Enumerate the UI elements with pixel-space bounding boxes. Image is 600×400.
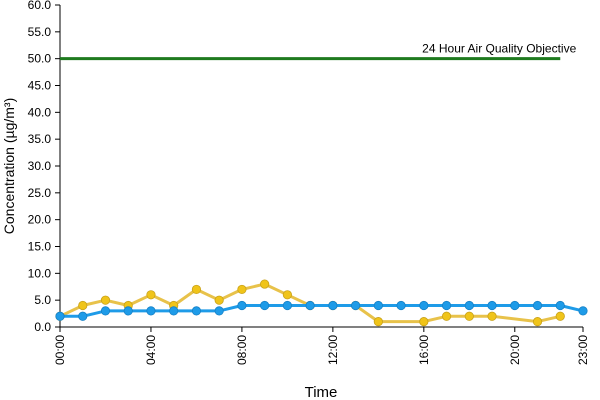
data-point	[487, 300, 497, 311]
y-tick-label: 35.0	[28, 132, 52, 146]
y-tick-label: 25.0	[28, 186, 52, 200]
y-tick-label: 50.0	[28, 52, 52, 66]
data-point	[146, 290, 156, 300]
data-point	[100, 306, 111, 316]
x-axis-title: Time	[305, 384, 338, 400]
data-point	[78, 300, 88, 311]
y-tick-label: 5.0	[34, 293, 51, 307]
y-tick-label: 0.0	[34, 320, 51, 334]
data-point	[441, 300, 452, 311]
data-point	[487, 311, 497, 321]
data-point	[191, 284, 202, 295]
data-point	[532, 317, 543, 327]
data-point	[373, 317, 383, 327]
y-tick-label: 20.0	[28, 213, 52, 227]
data-point	[260, 300, 270, 311]
y-tick-label: 15.0	[28, 240, 52, 254]
data-point	[214, 295, 224, 305]
data-point	[146, 306, 156, 316]
x-tick-label: 04:00	[144, 335, 158, 365]
objective-line-group: 24 Hour Air Quality Objective	[60, 42, 577, 61]
y-tick-label: 55.0	[28, 25, 52, 39]
x-tick-label: 12:00	[326, 335, 340, 365]
data-point	[555, 311, 565, 321]
data-point	[578, 306, 588, 316]
x-tick-label: 20:00	[508, 335, 522, 365]
data-point	[282, 300, 292, 311]
objective-label: 24 Hour Air Quality Objective	[422, 42, 576, 56]
x-tick-label: 23:00	[576, 335, 590, 365]
data-point	[260, 279, 270, 289]
data-point	[441, 311, 452, 321]
data-point	[305, 300, 315, 311]
x-tick-label: 16:00	[417, 335, 431, 365]
data-point	[191, 306, 202, 316]
y-tick-label: 10.0	[28, 266, 52, 280]
y-tick-label: 45.0	[28, 79, 52, 93]
data-point	[351, 300, 361, 311]
data-point	[282, 290, 292, 300]
data-point	[237, 284, 247, 295]
y-ticks: 0.0 5.0 10.0 15.0 20.0 25.0 30.0 35.0 40.0 45.0 50…	[28, 0, 60, 334]
data-point	[169, 306, 179, 316]
y-tick-label: 40.0	[28, 105, 52, 119]
y-axis-title: Concentration (µg/m³)	[1, 98, 17, 234]
data-point	[464, 300, 474, 311]
data-point	[214, 306, 224, 316]
data-point	[237, 300, 247, 311]
data-point	[510, 300, 520, 311]
data-point	[464, 311, 474, 321]
series-1	[55, 300, 588, 321]
data-point	[55, 311, 65, 321]
data-point	[419, 300, 429, 311]
x-tick-label: 00:00	[53, 335, 67, 365]
x-ticks: 00:00 04:00 08:00 12:00 16:00 20:00 23:00	[53, 327, 590, 365]
y-tick-label: 30.0	[28, 159, 52, 173]
data-point	[532, 300, 543, 311]
data-point	[419, 317, 429, 327]
data-point	[396, 300, 406, 311]
series-line	[60, 304, 584, 318]
x-tick-label: 08:00	[235, 335, 249, 365]
series-group	[55, 279, 588, 327]
data-point	[328, 300, 338, 311]
data-point	[78, 311, 88, 321]
data-point	[555, 300, 565, 311]
data-point	[100, 295, 111, 305]
y-tick-label: 60.0	[28, 0, 52, 12]
data-point	[373, 300, 383, 311]
data-point	[123, 306, 133, 316]
